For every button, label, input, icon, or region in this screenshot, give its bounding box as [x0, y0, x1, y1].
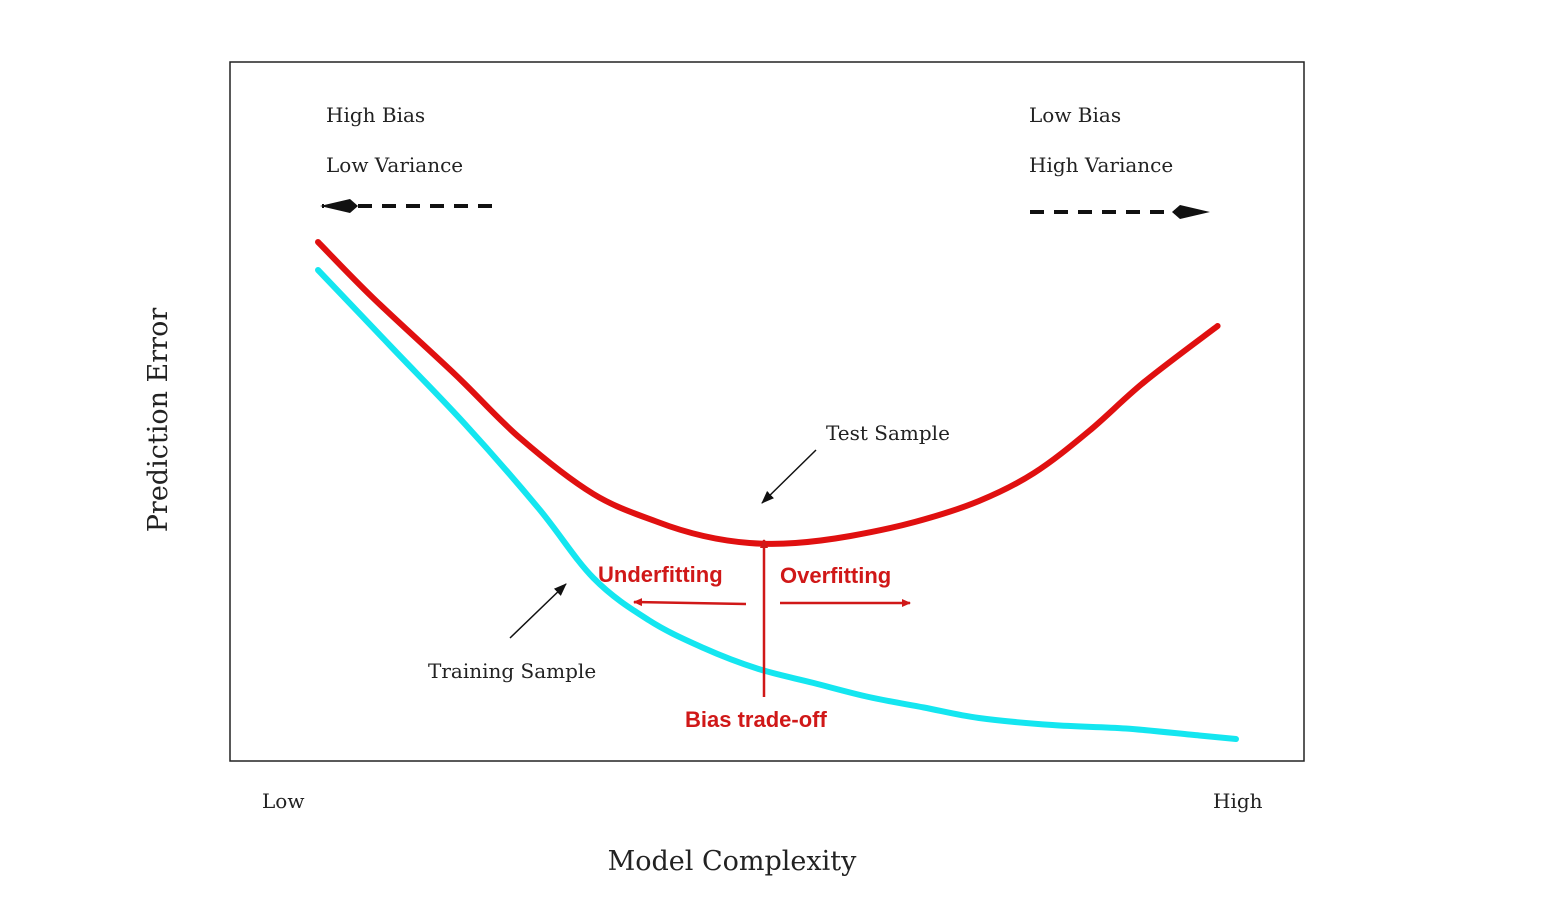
- label-test-sample: Test Sample: [826, 421, 950, 445]
- annotation-high-variance: High Variance: [1029, 153, 1173, 177]
- label-overfitting: Overfitting: [780, 563, 891, 588]
- label-bias-trade-off: Bias trade-off: [685, 707, 827, 732]
- x-tick-high: High: [1213, 789, 1263, 813]
- arrowhead-left-icon: [320, 199, 358, 213]
- x-tick-low: Low: [262, 789, 304, 813]
- label-training-sample: Training Sample: [428, 659, 596, 683]
- x-axis-label: Model Complexity: [608, 846, 858, 877]
- annotation-high-bias: High Bias: [326, 103, 425, 127]
- series-line-test-sample: [315, 239, 1221, 547]
- plot-frame: [229, 61, 1305, 762]
- arrowhead-right-icon: [1172, 205, 1210, 219]
- arrow-underfitting: [633, 598, 747, 607]
- y-axis-label: Prediction Error: [143, 308, 174, 533]
- annotation-low-bias: Low Bias: [1029, 103, 1121, 127]
- pointer-test-sample: [761, 449, 817, 504]
- pointer-training-sample: [509, 583, 567, 639]
- series-line-training-sample: [315, 267, 1239, 742]
- label-underfitting: Underfitting: [598, 562, 723, 587]
- annotation-low-variance: Low Variance: [326, 153, 463, 177]
